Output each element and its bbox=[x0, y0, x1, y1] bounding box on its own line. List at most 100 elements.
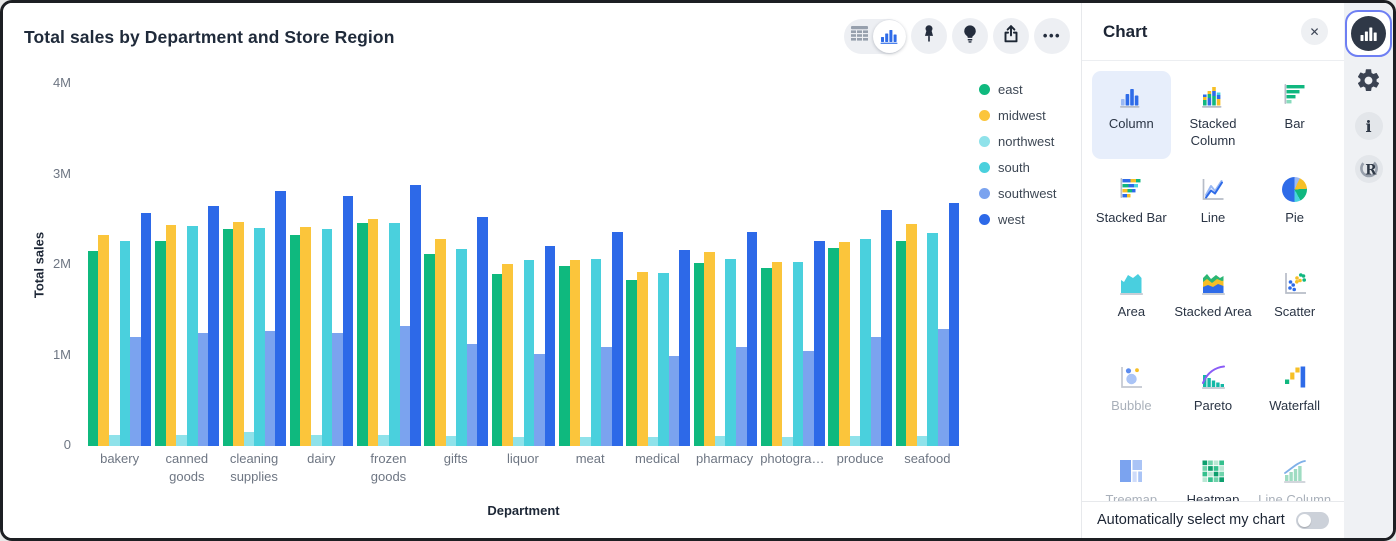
bar-midwest[interactable] bbox=[435, 238, 446, 446]
chart-type-scatter[interactable]: Scatter bbox=[1255, 259, 1334, 347]
bar-west[interactable] bbox=[140, 212, 152, 446]
bar-east[interactable] bbox=[87, 251, 99, 446]
bar-midwest[interactable] bbox=[704, 252, 715, 446]
bar-northwest[interactable] bbox=[714, 436, 726, 446]
bar-southwest[interactable] bbox=[332, 332, 343, 446]
bar-midwest[interactable] bbox=[502, 264, 513, 446]
bar-northwest[interactable] bbox=[445, 436, 457, 446]
lightbulb-button[interactable] bbox=[952, 18, 988, 54]
bar-west[interactable] bbox=[746, 231, 758, 446]
bar-east[interactable] bbox=[693, 263, 705, 446]
more-button[interactable]: ••• bbox=[1034, 18, 1070, 54]
legend-item-west[interactable]: west bbox=[979, 212, 1057, 227]
bar-southwest[interactable] bbox=[130, 337, 141, 446]
bar-south[interactable] bbox=[590, 258, 602, 446]
bar-east[interactable] bbox=[828, 247, 839, 446]
bar-west[interactable] bbox=[948, 202, 960, 446]
bar-east[interactable] bbox=[357, 223, 368, 446]
table-view-button[interactable] bbox=[844, 19, 875, 54]
bar-east[interactable] bbox=[491, 274, 503, 446]
bar-south[interactable] bbox=[186, 226, 198, 446]
bar-south[interactable] bbox=[658, 273, 669, 446]
bar-south[interactable] bbox=[523, 259, 535, 446]
bar-east[interactable] bbox=[155, 240, 166, 446]
bar-northwest[interactable] bbox=[176, 435, 187, 446]
bar-northwest[interactable] bbox=[512, 436, 524, 446]
bar-east[interactable] bbox=[626, 279, 637, 446]
chart-view-button[interactable] bbox=[872, 19, 906, 54]
legend-item-midwest[interactable]: midwest bbox=[979, 108, 1057, 123]
bar-northwest[interactable] bbox=[916, 436, 928, 446]
chart-type-stacked-area[interactable]: Stacked Area bbox=[1174, 259, 1253, 347]
rail-settings-button[interactable] bbox=[1352, 66, 1386, 100]
bar-midwest[interactable] bbox=[771, 262, 783, 446]
bar-northwest[interactable] bbox=[580, 436, 591, 446]
bar-west[interactable] bbox=[275, 190, 287, 446]
bar-southwest[interactable] bbox=[399, 325, 411, 446]
bar-east[interactable] bbox=[559, 265, 570, 446]
bar-south[interactable] bbox=[119, 240, 131, 446]
chart-type-bubble[interactable]: Bubble bbox=[1092, 353, 1171, 441]
bar-west[interactable] bbox=[477, 217, 488, 446]
bar-midwest[interactable] bbox=[233, 221, 244, 446]
bar-south[interactable] bbox=[254, 227, 265, 446]
rail-chart-button[interactable] bbox=[1345, 10, 1392, 57]
bar-south[interactable] bbox=[860, 238, 871, 446]
bar-south[interactable] bbox=[456, 248, 467, 446]
bar-west[interactable] bbox=[612, 231, 623, 446]
bar-midwest[interactable] bbox=[367, 218, 379, 446]
bar-midwest[interactable] bbox=[569, 259, 581, 446]
bar-northwest[interactable] bbox=[378, 435, 389, 446]
bar-northwest[interactable] bbox=[849, 436, 861, 446]
legend-item-south[interactable]: south bbox=[979, 160, 1057, 175]
bar-west[interactable] bbox=[544, 246, 556, 446]
bar-west[interactable] bbox=[410, 185, 421, 446]
bar-southwest[interactable] bbox=[534, 353, 545, 446]
bar-south[interactable] bbox=[725, 258, 737, 446]
bar-south[interactable] bbox=[321, 228, 333, 446]
chart-type-stacked-column[interactable]: Stacked Column bbox=[1174, 71, 1253, 159]
bar-east[interactable] bbox=[289, 235, 301, 446]
close-panel-button[interactable]: ✕ bbox=[1301, 18, 1328, 45]
bar-east[interactable] bbox=[761, 267, 772, 446]
bar-west[interactable] bbox=[881, 209, 892, 446]
bar-west[interactable] bbox=[208, 206, 219, 446]
chart-type-line[interactable]: Line bbox=[1174, 165, 1253, 253]
bar-west[interactable] bbox=[679, 249, 690, 446]
bar-southwest[interactable] bbox=[668, 356, 680, 446]
chart-type-area[interactable]: Area bbox=[1092, 259, 1171, 347]
bar-east[interactable] bbox=[895, 240, 907, 446]
bar-northwest[interactable] bbox=[109, 435, 120, 446]
bar-west[interactable] bbox=[813, 240, 825, 446]
rail-r-console-button[interactable]: R bbox=[1352, 152, 1386, 186]
bar-south[interactable] bbox=[927, 233, 938, 446]
bar-southwest[interactable] bbox=[601, 347, 613, 446]
legend-item-east[interactable]: east bbox=[979, 82, 1057, 97]
chart-type-bar[interactable]: Bar bbox=[1255, 71, 1334, 159]
chart-type-treemap[interactable]: Treemap bbox=[1092, 447, 1171, 501]
legend-item-northwest[interactable]: northwest bbox=[979, 134, 1057, 149]
bar-midwest[interactable] bbox=[906, 224, 917, 446]
legend-item-southwest[interactable]: southwest bbox=[979, 186, 1057, 201]
bar-northwest[interactable] bbox=[782, 436, 793, 446]
bar-east[interactable] bbox=[222, 228, 234, 446]
bar-southwest[interactable] bbox=[736, 347, 747, 446]
chart-type-column[interactable]: Column bbox=[1092, 71, 1171, 159]
bar-southwest[interactable] bbox=[938, 329, 949, 446]
bar-midwest[interactable] bbox=[98, 235, 110, 446]
chart-type-pareto[interactable]: Pareto bbox=[1174, 353, 1253, 441]
pin-button[interactable] bbox=[911, 18, 947, 54]
bar-west[interactable] bbox=[342, 196, 354, 446]
bar-southwest[interactable] bbox=[197, 332, 209, 446]
auto-select-toggle[interactable] bbox=[1296, 511, 1329, 529]
bar-southwest[interactable] bbox=[466, 343, 478, 446]
bar-northwest[interactable] bbox=[647, 436, 659, 446]
chart-type-pie[interactable]: Pie bbox=[1255, 165, 1334, 253]
chart-type-waterfall[interactable]: Waterfall bbox=[1255, 353, 1334, 441]
bar-midwest[interactable] bbox=[838, 241, 850, 446]
bar-east[interactable] bbox=[424, 254, 436, 446]
bar-south[interactable] bbox=[792, 262, 804, 446]
rail-info-button[interactable]: i bbox=[1352, 109, 1386, 143]
bar-south[interactable] bbox=[388, 222, 400, 446]
bar-southwest[interactable] bbox=[264, 331, 276, 446]
